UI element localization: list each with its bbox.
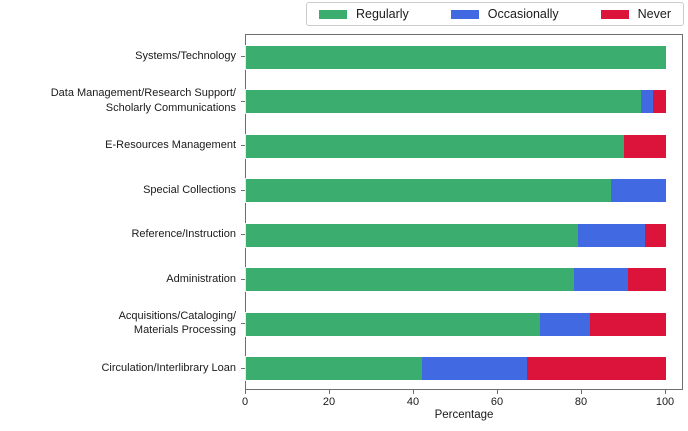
bar-segment-regularly [246,179,612,203]
y-tick-mark [241,100,245,102]
bar-segment-occasionally [611,179,666,203]
bar-segment-occasionally [577,223,645,247]
legend-item: Never [600,7,671,21]
x-tick-label: 0 [241,396,249,408]
legend-label: Regularly [356,7,409,21]
bar-segment-regularly [246,268,574,292]
category-label: Special Collections [143,183,236,196]
bar-segment-regularly [246,312,540,336]
bar-segment-never [624,134,666,158]
y-tick-mark [241,367,245,369]
legend-label: Occasionally [487,7,559,21]
stacked-bar [246,90,666,114]
category-label: Reference/Instruction [131,228,236,241]
legend-item: Regularly [319,7,409,21]
y-tick-mark [241,145,245,147]
y-tick-mark [241,323,245,325]
y-tick-mark [241,189,245,191]
bar-row [246,258,682,303]
x-tick-label: 20 [322,396,336,408]
bar-row [246,213,682,258]
legend-item: Occasionally [450,7,559,21]
legend: Regularly Occasionally Never [306,2,684,26]
x-tick-mark [581,390,582,394]
stacked-bar [246,45,666,69]
bar-segment-regularly [246,357,423,381]
category-label: Administration [166,272,236,285]
bar-segment-regularly [246,223,578,247]
bar-segment-regularly [246,90,641,114]
x-tick-label: 40 [406,396,420,408]
stacked-bar [246,357,666,381]
bar-segment-occasionally [640,90,654,114]
bar-row [246,302,682,347]
bar-segment-occasionally [573,268,629,292]
x-tick-mark [665,390,666,394]
x-tick-mark [497,390,498,394]
category-label: E-Resources Management [105,139,236,152]
legend-label: Never [637,7,671,21]
stacked-bar [246,179,666,203]
bar-row [246,80,682,125]
bar-segment-never [644,223,666,247]
stacked-bar [246,134,666,158]
y-tick-mark [241,56,245,58]
bar-segment-occasionally [540,312,591,336]
bar-segment-regularly [246,134,624,158]
bar-row [246,35,682,80]
stacked-bar [246,223,666,247]
legend-swatch-never [600,9,629,19]
x-tick-mark [329,390,330,394]
bar-row [246,347,682,392]
bar-row [246,124,682,169]
stacked-bar [246,268,666,292]
category-label: Data Management/Research Support/ Schola… [50,87,236,114]
bar-segment-occasionally [422,357,528,381]
x-tick-label: 100 [655,396,675,408]
legend-swatch-regularly [319,9,347,19]
plot-area [245,34,683,390]
category-label: Acquisitions/Cataloging/ Materials Proce… [118,309,236,337]
bar-segment-regularly [246,45,666,69]
bar-segment-never [653,90,666,114]
stacked-bar [246,312,666,336]
legend-swatch-occasionally [450,9,479,19]
category-label: Systems/Technology [135,50,236,63]
y-tick-mark [241,234,245,236]
y-tick-mark [241,278,245,280]
bar-segment-never [628,268,666,292]
x-tick-mark [413,390,414,394]
category-label: Circulation/Interlibrary Loan [101,361,236,374]
x-axis-label: Percentage [434,409,494,421]
bar-segment-never [590,312,666,336]
x-tick-label: 60 [490,396,504,408]
x-tick-label: 80 [574,396,588,408]
bar-segment-never [527,357,666,381]
bar-row [246,169,682,214]
x-tick-mark [245,390,246,394]
